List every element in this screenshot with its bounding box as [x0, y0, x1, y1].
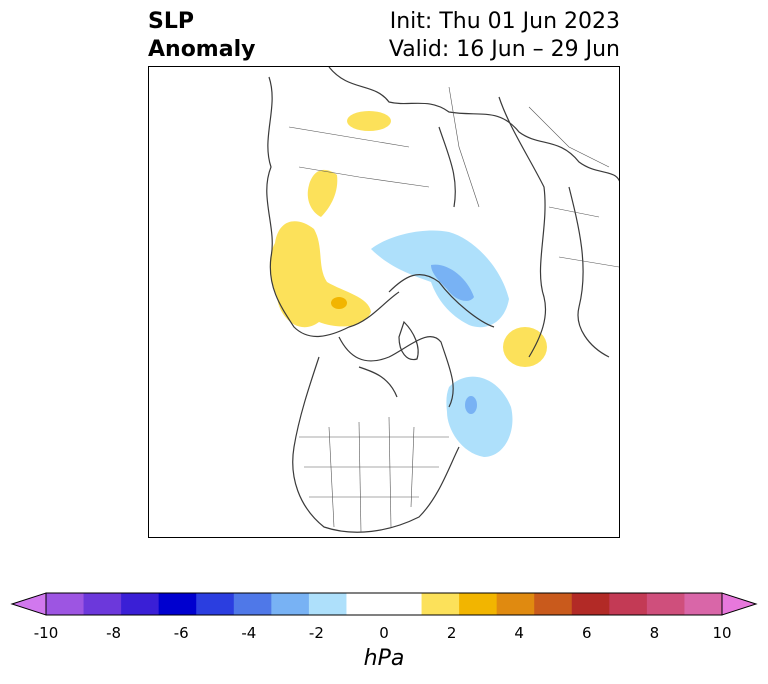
- title-line2: Anomaly: [148, 37, 256, 62]
- colorbar-tick-label: 2: [446, 624, 457, 642]
- colorbar-tick-label: 6: [582, 624, 592, 642]
- anomaly-russia-upper: [307, 169, 338, 217]
- colorbar-tick-label: 0: [379, 624, 389, 642]
- colorbar-units: hPa: [363, 646, 405, 671]
- anomaly-siberia-core: [431, 264, 474, 301]
- title-left: SLP Anomaly: [148, 8, 255, 64]
- map-panel: [148, 66, 620, 538]
- colorbar-cell: [459, 593, 498, 615]
- colorbar-cell: [609, 593, 648, 615]
- colorbar-cell: [233, 593, 272, 615]
- valid-range: Valid: 16 Jun – 29 Jun: [388, 37, 620, 62]
- colorbar-cell: [83, 593, 122, 615]
- colorbar-extend-high: [721, 592, 758, 616]
- colorbar-tick-label: 8: [649, 624, 660, 642]
- anomaly-atlantic: [446, 376, 513, 457]
- anomaly-europe-north: [347, 111, 391, 131]
- colorbar-cells: [46, 593, 723, 615]
- political-borders: [288, 86, 619, 533]
- colorbar: [10, 592, 758, 616]
- colorbar-tick-label: -8: [106, 624, 122, 642]
- colorbar-cell: [308, 593, 347, 615]
- colorbar-cell: [684, 593, 723, 615]
- colorbar-cell: [158, 593, 197, 615]
- colorbar-tick-label: 10: [712, 624, 732, 642]
- colorbar-tick-label: -6: [173, 624, 189, 642]
- title-right: Init: Thu 01 Jun 2023 Valid: 16 Jun – 29…: [389, 8, 620, 64]
- colorbar-cell: [496, 593, 535, 615]
- colorbar-cell: [646, 593, 685, 615]
- colorbar-tick-label: -2: [308, 624, 324, 642]
- init-date: Init: Thu 01 Jun 2023: [389, 9, 620, 34]
- colorbar-cell: [121, 593, 160, 615]
- colorbar-cell: [346, 593, 385, 615]
- anomaly-scandinavia: [269, 221, 371, 328]
- colorbar-tick-label: -10: [33, 624, 59, 642]
- colorbar-tick-label: -4: [241, 624, 257, 642]
- anomaly-scandinavia-core: [331, 297, 347, 309]
- colorbar-extend-low: [10, 592, 47, 616]
- anomaly-pacific: [503, 327, 547, 367]
- colorbar-cell: [571, 593, 610, 615]
- colorbar-cell: [421, 593, 460, 615]
- colorbar-cell: [384, 593, 423, 615]
- title-line1: SLP: [148, 9, 194, 34]
- coastlines: [266, 67, 619, 533]
- anomaly-atlantic-core: [465, 396, 477, 414]
- map-svg: [266, 67, 619, 533]
- colorbar-outline: [45, 592, 723, 616]
- colorbar-cell: [534, 593, 573, 615]
- colorbar-cell: [46, 593, 85, 615]
- colorbar-cell: [196, 593, 235, 615]
- colorbar-tick-label: 4: [514, 624, 524, 642]
- colorbar-cell: [271, 593, 310, 615]
